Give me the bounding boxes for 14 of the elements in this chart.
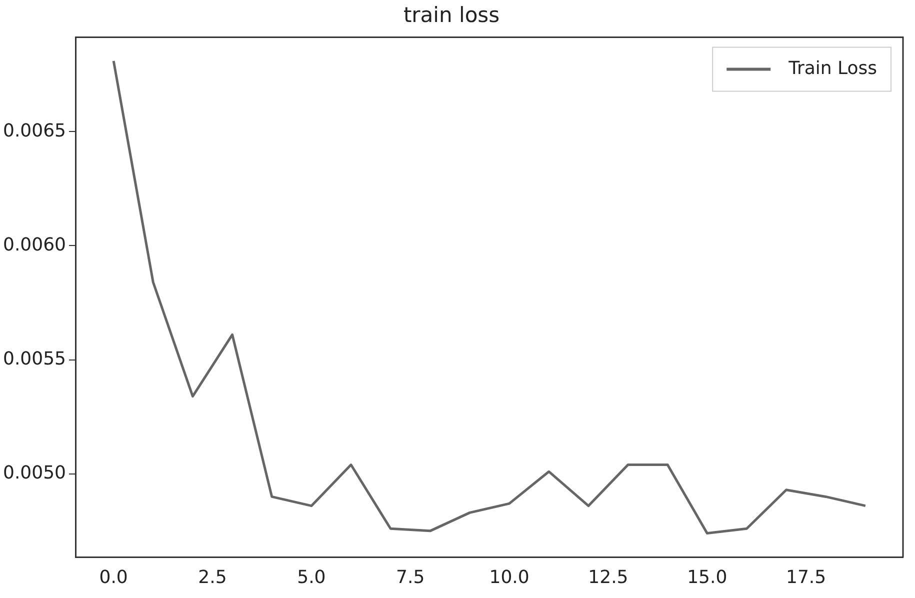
y-tick-label: 0.0050 — [3, 462, 66, 484]
y-tick-label: 0.0060 — [3, 234, 66, 256]
chart-title: train loss — [403, 3, 500, 28]
x-tick-label: 15.0 — [687, 566, 728, 588]
x-tick-label: 5.0 — [297, 566, 326, 588]
x-tick-label: 12.5 — [588, 566, 628, 588]
x-tick-label: 17.5 — [786, 566, 826, 588]
legend-label: Train Loss — [788, 58, 878, 79]
x-tick-label: 2.5 — [198, 566, 227, 588]
x-tick-label: 7.5 — [396, 566, 425, 588]
x-tick-label: 0.0 — [99, 566, 128, 588]
y-tick-label: 0.0065 — [3, 120, 66, 142]
x-tick-label: 10.0 — [489, 566, 530, 588]
y-tick-label: 0.0055 — [3, 348, 66, 370]
